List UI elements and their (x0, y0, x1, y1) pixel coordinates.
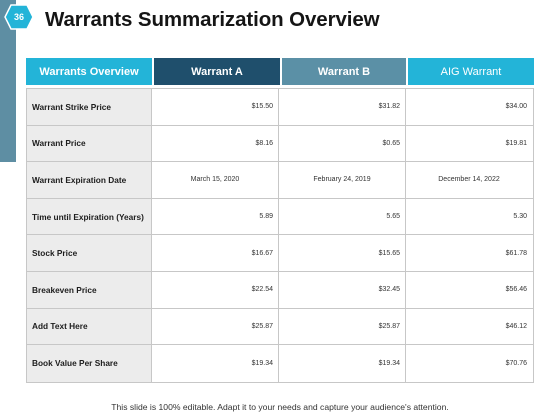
cell-warrant-a: $19.34 (152, 345, 279, 382)
cell-warrant-a: 5.89 (152, 198, 279, 235)
cell-warrant-a: $22.54 (152, 271, 279, 308)
row-label: Time until Expiration (Years) (27, 199, 151, 236)
cell-aig-warrant: $56.46 (505, 286, 527, 294)
footer-note: This slide is 100% editable. Adapt it to… (111, 402, 449, 412)
cell-warrant-b: $15.65 (279, 235, 406, 271)
row-label: Warrant Expiration Date (27, 162, 151, 199)
warrants-table: Warrants Overview Warrant A Warrant B AI… (26, 58, 534, 383)
cell-aig-warrant: $19.81 (505, 139, 527, 147)
data-grid: $15.50 $31.82 $34.00 $8.16 $0.65 $19.81 … (152, 88, 534, 383)
slide-number: 36 (13, 12, 24, 22)
cell-aig-warrant: $61.78 (505, 249, 527, 257)
cell-warrant-b: 5.65 (279, 198, 406, 235)
cell-warrant-b: $19.34 (279, 345, 406, 382)
table-row: $22.54 $32.45 $56.46 (152, 271, 533, 309)
header-warrants-overview: Warrants Overview (26, 58, 152, 85)
cell-warrant-a: $16.67 (152, 235, 279, 271)
cell-warrant-b: $31.82 (279, 89, 406, 125)
table-body: Warrant Strike Price Warrant Price Warra… (26, 88, 534, 383)
header-warrant-a: Warrant A (154, 58, 280, 85)
table-header-row: Warrants Overview Warrant A Warrant B AI… (26, 58, 534, 85)
cell-aig-warrant: $46.12 (505, 322, 527, 330)
row-label: Add Text Here (27, 309, 151, 346)
left-accent-bar (0, 0, 16, 162)
slide-number-badge: 36 (4, 4, 34, 30)
cell-aig-warrant: $70.76 (505, 359, 527, 367)
header-warrant-b: Warrant B (282, 58, 406, 85)
header-aig-warrant: AIG Warrant (408, 58, 534, 85)
row-label: Stock Price (27, 235, 151, 272)
row-label: Warrant Strike Price (27, 89, 151, 126)
table-row: $15.50 $31.82 $34.00 (152, 89, 533, 126)
table-row: $16.67 $15.65 $61.78 (152, 235, 533, 272)
cell-warrant-a: $25.87 (152, 308, 279, 345)
table-row: $25.87 $25.87 $46.12 (152, 308, 533, 346)
row-label: Book Value Per Share (32, 358, 118, 369)
cell-warrant-b: February 24, 2019 (279, 162, 406, 198)
row-label-column: Warrant Strike Price Warrant Price Warra… (26, 88, 152, 383)
page-title: Warrants Summarization Overview (45, 8, 380, 31)
row-label: Breakeven Price (27, 272, 151, 309)
hexagon-icon (4, 4, 34, 30)
table-row: March 15, 2020 February 24, 2019 Decembe… (152, 162, 533, 199)
table-row: 5.89 5.65 5.30 (152, 198, 533, 236)
table-row: $8.16 $0.65 $19.81 (152, 125, 533, 163)
cell-aig-warrant: $34.00 (505, 103, 527, 111)
cell-aig-warrant: December 14, 2022 (438, 176, 500, 184)
cell-aig-warrant: 5.30 (513, 213, 527, 221)
cell-warrant-a: $15.50 (152, 89, 279, 125)
table-row: $19.34 $19.34 $70.76 (152, 345, 533, 382)
row-label: Warrant Price (27, 126, 151, 163)
cell-warrant-b: $32.45 (279, 271, 406, 308)
cell-warrant-b: $0.65 (279, 125, 406, 162)
cell-warrant-b: $25.87 (279, 308, 406, 345)
cell-warrant-a: $8.16 (152, 125, 279, 162)
cell-warrant-a: March 15, 2020 (152, 162, 279, 198)
